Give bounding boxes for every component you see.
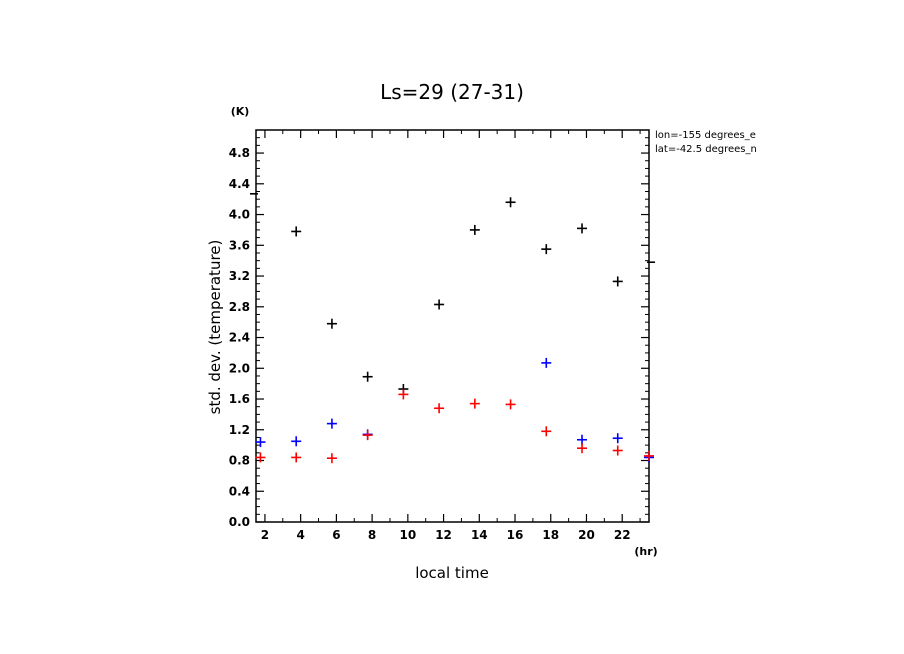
x-tick-label: 12	[435, 528, 452, 542]
y-tick-label: 4.0	[229, 208, 250, 222]
data-point-s0	[612, 276, 623, 287]
data-point-s2	[398, 389, 409, 400]
y-tick-label: 0.4	[229, 484, 250, 498]
x-tick-label: 10	[399, 528, 416, 542]
data-point-s1	[541, 357, 552, 368]
x-axis-label: local time	[415, 564, 489, 582]
y-tick-label: 3.6	[229, 238, 250, 252]
annotation-lon: lon=-155 degrees_e	[655, 130, 756, 141]
x-tick-label: 2	[261, 528, 269, 542]
x-tick-label: 4	[296, 528, 304, 542]
points-layer	[250, 192, 655, 464]
chart-title: Ls=29 (27-31)	[380, 80, 524, 104]
data-point-s2	[434, 403, 445, 414]
y-unit-label: (K)	[231, 105, 250, 118]
y-tick-label: 2.8	[229, 300, 250, 314]
x-tick-label: 16	[507, 528, 524, 542]
data-point-s2	[505, 399, 516, 410]
data-point-s2	[291, 452, 302, 463]
data-point-s0	[291, 226, 302, 237]
data-point-s2	[644, 450, 654, 461]
annotation-lat: lat=-42.5 degrees_n	[655, 144, 757, 155]
data-point-s1	[291, 436, 302, 447]
data-point-s1	[612, 433, 623, 444]
y-tick-label: 4.8	[229, 146, 250, 160]
x-tick-label: 22	[614, 528, 631, 542]
data-point-s2	[362, 430, 373, 441]
data-point-s0	[505, 197, 516, 208]
data-point-s0	[469, 224, 480, 235]
y-tick-label: 4.4	[229, 177, 250, 191]
data-point-s2	[612, 445, 623, 456]
data-point-s0	[541, 244, 552, 255]
data-point-s2	[577, 443, 588, 454]
y-tick-label: 0.8	[229, 454, 250, 468]
data-point-s0	[434, 299, 445, 310]
x-tick-label: 20	[578, 528, 595, 542]
y-tick-label: 2.4	[229, 331, 250, 345]
data-point-s0	[362, 371, 373, 382]
data-point-s1	[577, 434, 588, 445]
data-point-s2	[469, 398, 480, 409]
y-axis-label: std. dev. (temperature)	[206, 240, 224, 415]
data-point-s2	[326, 453, 337, 464]
x-unit-label: (hr)	[634, 545, 657, 558]
data-point-s1	[255, 437, 266, 448]
y-tick-label: 3.2	[229, 269, 250, 283]
x-tick-label: 14	[471, 528, 488, 542]
y-tick-label: 1.6	[229, 392, 250, 406]
y-tick-label: 0.0	[229, 515, 250, 529]
data-point-s1	[326, 418, 337, 429]
x-tick-label: 18	[542, 528, 559, 542]
y-tick-label: 2.0	[229, 361, 250, 375]
y-tick-label: 1.2	[229, 423, 250, 437]
ticks-layer: 0.0 0.4 0.8 1.2 1.6 2.0 2.4 2.8 3.2 3.6 4.0 4.4 4.8 2…	[229, 130, 649, 542]
x-tick-label: 8	[368, 528, 376, 542]
data-point-s0	[326, 318, 337, 329]
plot-frame	[255, 129, 650, 523]
x-tick-label: 6	[332, 528, 340, 542]
data-point-s2	[255, 452, 266, 463]
data-point-s2	[541, 426, 552, 437]
data-point-s0	[577, 223, 588, 234]
